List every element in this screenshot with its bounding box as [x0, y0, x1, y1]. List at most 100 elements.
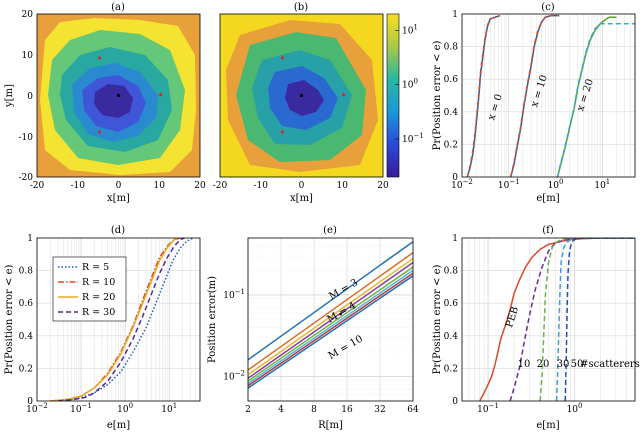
f-ytick-2: 0.4: [444, 332, 459, 342]
f-ytick-1: 0.2: [444, 364, 458, 374]
e-series-5: [248, 269, 413, 385]
panel-title-e: (e): [323, 225, 337, 236]
c-ylabel: Pr(Position error < e): [432, 41, 443, 151]
b-xtick-0: -20: [213, 181, 228, 191]
c-xtick-2: 100: [548, 178, 564, 191]
c-xtick-1: 10−1: [498, 178, 520, 191]
ticks-f: 10−1 100 0 0.2 0.4 0.6 0.8 1: [444, 234, 583, 415]
f-ytick-4: 0.8: [444, 267, 459, 277]
a-xlabel: x[m]: [107, 193, 130, 204]
c-ytick-3: 0.6: [444, 75, 459, 85]
anchor-marker-a-3: [97, 129, 102, 134]
a-ytick-3: -10: [19, 133, 34, 143]
lines-c: [466, 14, 635, 177]
anchor-marker-b-1: [280, 55, 285, 60]
e-series-7: [248, 275, 413, 389]
f-annot-10: 10: [518, 359, 531, 370]
f-annot-50: 50: [571, 359, 584, 370]
lines-e: [248, 241, 413, 389]
a-ytick-2: 0: [27, 92, 33, 102]
f-xlabel: e[m]: [536, 420, 559, 431]
c-annot-x0: x = 0: [486, 93, 505, 122]
d-ytick-1: 0.2: [19, 364, 33, 374]
e-xtick-4: 32: [374, 405, 385, 415]
e-ytick-0: 10−1: [223, 288, 245, 301]
e-series-4: [248, 266, 413, 382]
e-ytick-1: 10−2: [223, 369, 245, 382]
f-xtick-1: 100: [567, 402, 583, 415]
lines-d: [50, 238, 194, 401]
f-annot-peb: PEB: [504, 305, 521, 329]
e-series-2: [248, 257, 413, 376]
d-xlabel: e[m]: [107, 420, 130, 431]
f-series-4: [564, 238, 635, 401]
e-xtick-5: 64: [407, 405, 419, 415]
panel-a: -20 -10 0 10 20 20 10 0 -10 -20 x[m] y[m…: [4, 10, 206, 204]
f-series-2: [539, 238, 635, 401]
panel-f: 10−1 100 0 0.2 0.4 0.6 0.8 1 PEB 10 20 30 50 #s…: [432, 234, 640, 431]
b-xtick-3: 10: [337, 181, 349, 191]
b-xtick-4: 20: [377, 181, 389, 191]
colorbar: [386, 13, 400, 178]
e-xtick-2: 8: [311, 405, 317, 415]
f-ytick-0: 0: [452, 397, 458, 407]
a-ytick-0: 20: [22, 10, 34, 20]
legend-d-label-1: R = 10: [82, 277, 115, 288]
b-xtick-2: 0: [299, 181, 305, 191]
d-xtick-2: 100: [117, 402, 133, 415]
c-ytick-4: 0.8: [444, 43, 459, 53]
target-marker-a: [116, 93, 121, 98]
e-annot-m10: M = 10: [327, 334, 365, 362]
anchor-marker-b-3: [280, 129, 285, 134]
a-ytick-4: -20: [19, 173, 34, 183]
legend-d-label-2: R = 20: [82, 292, 115, 303]
d-series-3: [57, 238, 185, 401]
f-xtick-0: 10−1: [477, 402, 499, 415]
d-ytick-2: 0.4: [19, 332, 34, 342]
c-series-1: [466, 14, 501, 177]
a-xtick-2: 0: [116, 181, 122, 191]
d-series-2: [50, 238, 179, 401]
e-series-1: [248, 252, 413, 371]
e-xtick-3: 16: [341, 405, 353, 415]
e-ylabel: Position error(m): [207, 276, 218, 363]
colorbar-ticks: 101 100 10−1: [395, 23, 424, 145]
c-ytick-1: 0.2: [444, 140, 458, 150]
legend-d-label-3: R = 30: [82, 307, 115, 318]
e-xlabel: R[m]: [318, 420, 343, 431]
heatmap-b-image: [220, 14, 383, 177]
c-ytick-5: 1: [452, 10, 458, 20]
e-annot-dot: [339, 313, 342, 316]
b-xtick-1: -10: [254, 181, 269, 191]
colorbar-tick-0: 101: [402, 23, 418, 36]
panel-b: -20 -10 0 10 20 x[m] 101 100 10−1: [213, 13, 424, 204]
lines-f: [479, 238, 635, 401]
anchor-marker-b-2: [341, 92, 346, 97]
c-series-3: [509, 14, 560, 177]
c-ytick-2: 0.4: [444, 108, 459, 118]
d-series-0: [50, 238, 194, 401]
e-xtick-0: 2: [245, 405, 251, 415]
legend-d-label-0: R = 5: [82, 262, 109, 273]
a-xtick-1: -10: [71, 181, 86, 191]
anchor-marker-a-2: [158, 92, 163, 97]
d-xtick-3: 101: [161, 402, 177, 415]
a-ylabel: y[m]: [4, 84, 15, 108]
c-xtick-3: 101: [594, 178, 610, 191]
f-annot-20: 20: [537, 359, 550, 370]
a-xtick-3: 10: [154, 181, 166, 191]
f-ytick-3: 0.6: [444, 299, 459, 309]
target-marker-b: [299, 93, 304, 98]
c-xlabel: e[m]: [536, 193, 559, 204]
d-xtick-1: 10−1: [70, 402, 92, 415]
panel-title-c: (c): [541, 2, 555, 13]
panel-title-a: (a): [111, 2, 125, 13]
panel-title-d: (d): [111, 225, 125, 236]
panel-title-b: (b): [294, 2, 308, 13]
d-ytick-3: 0.6: [19, 299, 34, 309]
anchor-marker-a-1: [97, 55, 102, 60]
colorbar-tick-1: 100: [402, 78, 418, 91]
f-ytick-5: 1: [452, 234, 458, 244]
